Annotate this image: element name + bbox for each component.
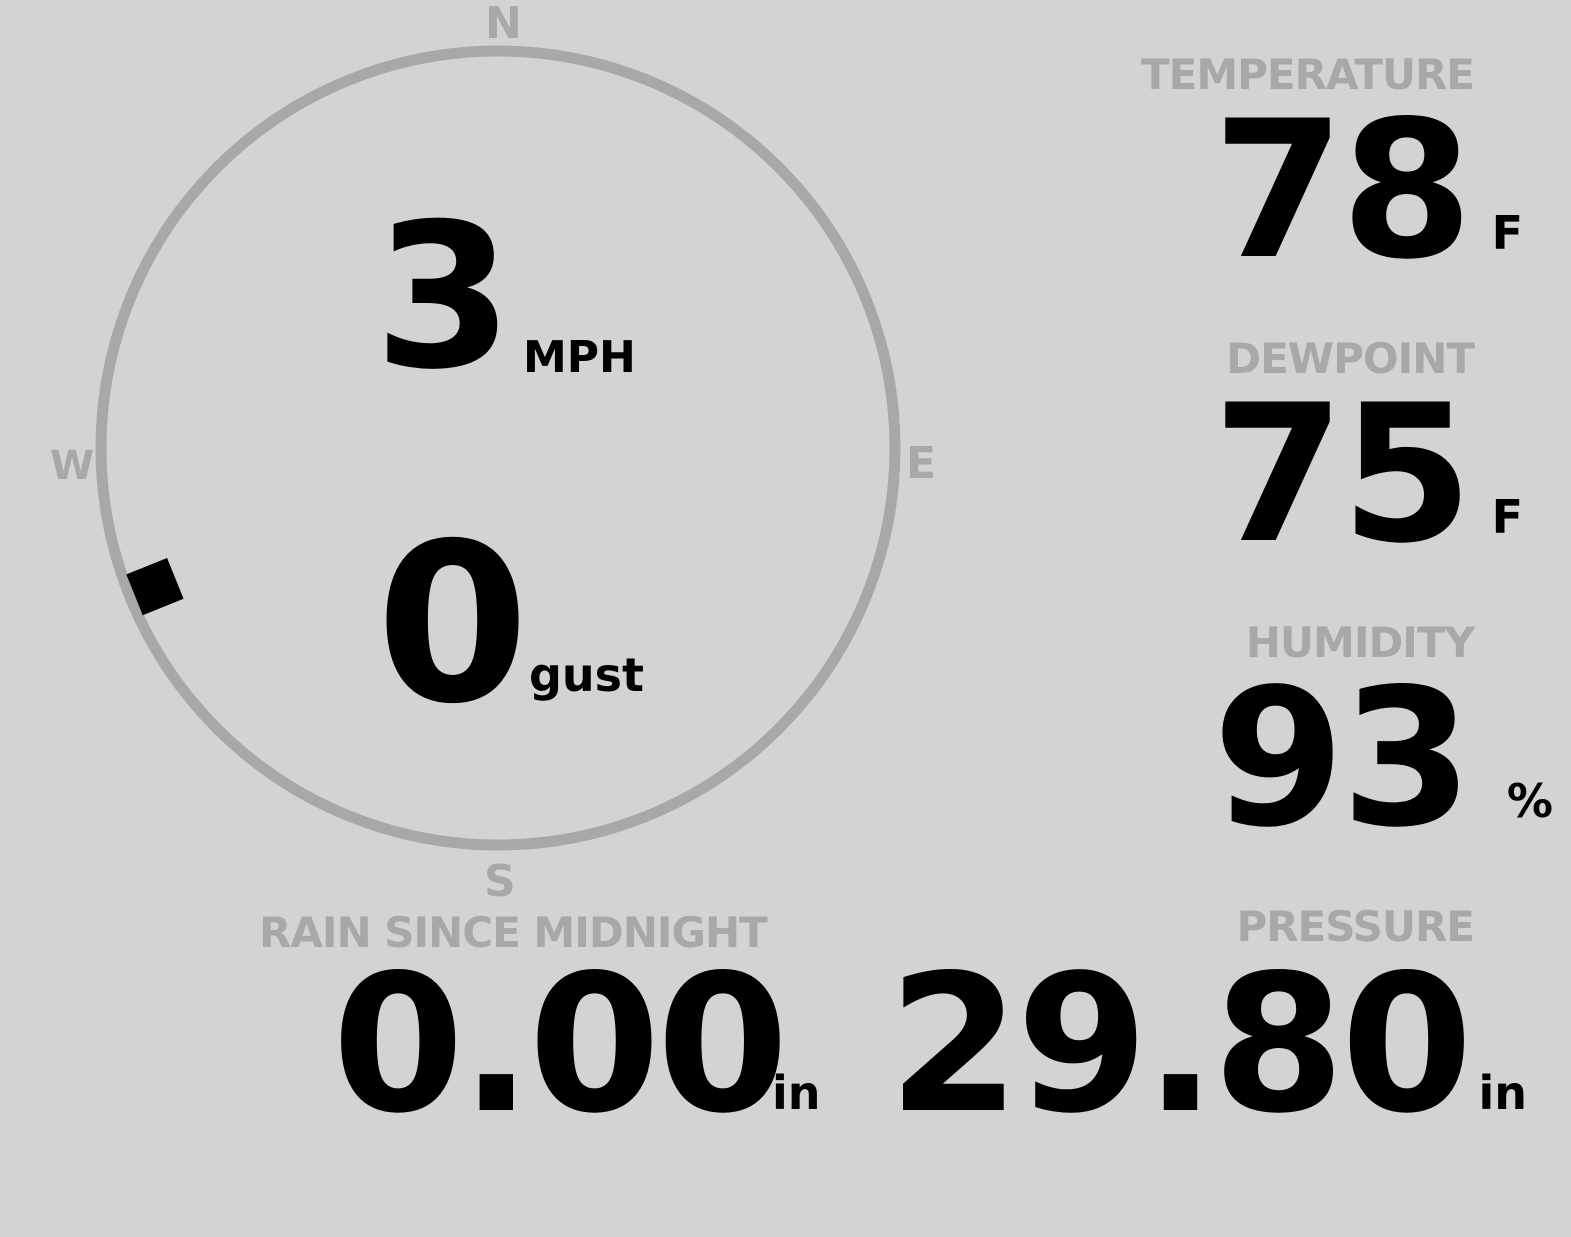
rain-unit: in [772,1066,821,1120]
temperature-unit: F [1491,206,1523,260]
dewpoint-unit: F [1491,490,1523,544]
wind-direction-marker [126,557,184,616]
compass-south-label: S [484,856,516,907]
rain-label: RAIN SINCE MIDNIGHT [259,908,768,957]
wind-speed-value: 3 [374,181,513,414]
humidity-value: 93 [1212,648,1473,869]
rain-value: 0.00 [332,934,789,1155]
humidity-label: HUMIDITY [1245,618,1475,667]
humidity-unit: % [1506,774,1553,828]
wind-compass-dial [95,45,901,851]
wind-gust-unit: gust [529,648,645,702]
compass-west-label: W [50,443,95,489]
temperature-label: TEMPERATURE [1141,50,1475,99]
temperature-value: 78 [1212,80,1473,301]
pressure-unit: in [1478,1066,1527,1120]
compass-ring [95,45,901,851]
dewpoint-label: DEWPOINT [1226,334,1475,383]
dewpoint-value: 75 [1212,364,1473,585]
compass-north-label: N [485,0,522,49]
pressure-label: PRESSURE [1236,902,1475,951]
compass-east-label: E [906,438,937,489]
wind-speed-unit: MPH [523,332,636,383]
wind-gust-value: 0 [376,496,529,752]
pressure-value: 29.80 [888,934,1473,1155]
